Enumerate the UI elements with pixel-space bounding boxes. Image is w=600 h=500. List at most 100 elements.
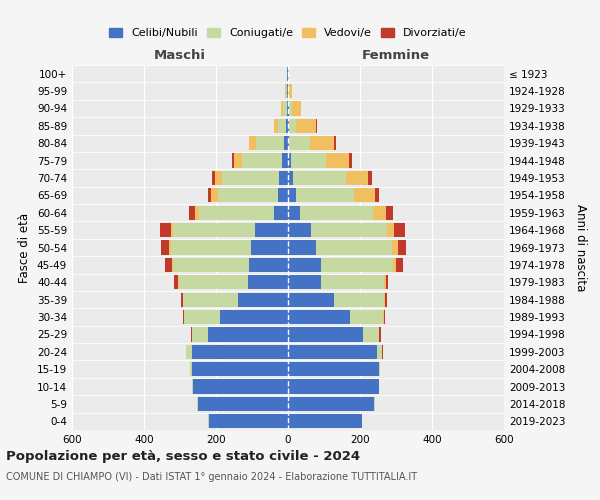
Bar [288, 258, 322, 272]
Bar [286, 84, 287, 98]
Bar [296, 118, 316, 133]
Bar [238, 292, 288, 307]
Bar [192, 380, 193, 394]
Bar [173, 258, 249, 272]
Bar [220, 310, 288, 324]
Bar [386, 275, 388, 289]
Bar [287, 84, 288, 98]
Bar [179, 275, 248, 289]
Bar [394, 223, 404, 237]
Bar [288, 188, 296, 202]
Bar [256, 136, 284, 150]
Text: Popolazione per età, sesso e stato civile - 2024: Popolazione per età, sesso e stato civil… [6, 450, 360, 463]
Bar [384, 310, 385, 324]
Bar [183, 310, 184, 324]
Bar [290, 154, 326, 168]
Bar [274, 206, 288, 220]
Text: Femmine: Femmine [362, 48, 430, 62]
Bar [197, 397, 198, 411]
Bar [334, 136, 335, 150]
Text: Maschi: Maschi [154, 48, 206, 62]
Bar [375, 188, 379, 202]
Bar [187, 344, 191, 359]
Bar [288, 136, 289, 150]
Bar [326, 154, 349, 168]
Bar [296, 188, 354, 202]
Bar [397, 258, 403, 272]
Bar [171, 223, 173, 237]
Y-axis label: Fasce di età: Fasce di età [19, 212, 31, 282]
Bar [282, 154, 288, 168]
Bar [288, 171, 293, 185]
Bar [198, 397, 288, 411]
Bar [379, 362, 380, 376]
Bar [393, 258, 397, 272]
Bar [310, 136, 334, 150]
Bar [287, 66, 288, 81]
Bar [171, 240, 251, 254]
Bar [288, 328, 363, 342]
Bar [349, 154, 352, 168]
Bar [288, 362, 379, 376]
Bar [208, 328, 288, 342]
Bar [292, 102, 301, 116]
Bar [274, 118, 278, 133]
Bar [211, 188, 218, 202]
Bar [232, 154, 233, 168]
Bar [242, 154, 282, 168]
Bar [284, 136, 288, 150]
Bar [208, 188, 211, 202]
Bar [233, 154, 242, 168]
Bar [288, 397, 374, 411]
Bar [184, 310, 220, 324]
Bar [188, 206, 195, 220]
Bar [311, 223, 388, 237]
Bar [288, 380, 379, 394]
Bar [249, 258, 288, 272]
Bar [300, 206, 373, 220]
Bar [316, 118, 317, 133]
Bar [165, 258, 172, 272]
Bar [178, 275, 179, 289]
Bar [398, 240, 406, 254]
Bar [288, 102, 289, 116]
Bar [288, 118, 289, 133]
Legend: Celibi/Nubili, Coniugati/e, Vedovi/e, Divorziati/e: Celibi/Nubili, Coniugati/e, Vedovi/e, Di… [105, 23, 471, 43]
Bar [218, 188, 278, 202]
Bar [350, 310, 383, 324]
Bar [191, 344, 288, 359]
Bar [288, 310, 350, 324]
Bar [160, 223, 171, 237]
Bar [173, 223, 255, 237]
Bar [209, 414, 288, 428]
Bar [172, 258, 173, 272]
Bar [280, 171, 288, 185]
Bar [255, 223, 288, 237]
Bar [285, 84, 286, 98]
Bar [289, 102, 292, 116]
Bar [388, 223, 394, 237]
Bar [212, 171, 215, 185]
Bar [384, 275, 386, 289]
Bar [161, 240, 169, 254]
Bar [289, 84, 292, 98]
Bar [195, 206, 199, 220]
Bar [250, 136, 256, 150]
Bar [288, 240, 316, 254]
Bar [384, 292, 385, 307]
Bar [322, 258, 393, 272]
Bar [191, 362, 288, 376]
Bar [208, 414, 209, 428]
Bar [183, 292, 238, 307]
Bar [289, 118, 296, 133]
Bar [192, 328, 208, 342]
Bar [289, 136, 310, 150]
Bar [251, 240, 288, 254]
Bar [382, 344, 383, 359]
Bar [293, 171, 346, 185]
Y-axis label: Anni di nascita: Anni di nascita [574, 204, 587, 291]
Bar [199, 206, 274, 220]
Text: COMUNE DI CHIAMPO (VI) - Dati ISTAT 1° gennaio 2024 - Elaborazione TUTTITALIA.IT: COMUNE DI CHIAMPO (VI) - Dati ISTAT 1° g… [6, 472, 417, 482]
Bar [169, 240, 171, 254]
Bar [288, 223, 311, 237]
